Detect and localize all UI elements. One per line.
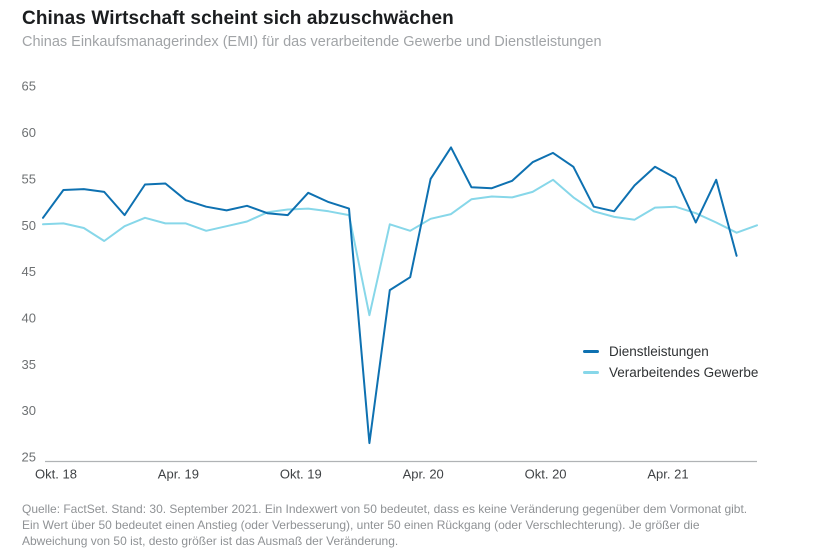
x-axis-tick-label: Okt. 18 (35, 467, 77, 482)
source-note-line-3: Abweichung von 50 ist, desto größer ist … (22, 534, 399, 548)
source-note: Quelle: FactSet. Stand: 30. September 20… (22, 501, 747, 549)
pmi-line-chart: 65 60 55 50 45 40 35 30 25 Okt. 18 Apr. 19 Okt. 19 A… (22, 79, 758, 482)
chart-title: Chinas Wirtschaft scheint sich abzuschwä… (22, 8, 454, 29)
y-axis-tick-label: 30 (22, 403, 36, 418)
legend-item-dienstleistungen: Dienstleistungen (583, 341, 758, 362)
x-axis-tick-label: Apr. 20 (403, 467, 444, 482)
legend-label-dienstleistungen: Dienstleistungen (609, 344, 709, 359)
y-axis-tick-label: 50 (22, 218, 36, 233)
y-axis-tick-label: 25 (22, 450, 36, 465)
source-note-line-2: Ein Wert über 50 bedeutet einen Anstieg … (22, 518, 700, 532)
y-axis-tick-label: 55 (22, 171, 36, 186)
manufacturing-line-swatch (583, 371, 599, 374)
x-axis-tick-label: Apr. 19 (158, 467, 199, 482)
legend-item-verarbeitendes-gewerbe: Verarbeitendes Gewerbe (583, 362, 758, 383)
y-axis-tick-label: 35 (22, 357, 36, 372)
series-line-verarbeitendes-gewerbe (42, 178, 758, 317)
services-line-swatch (583, 350, 599, 353)
y-axis-tick-label: 65 (22, 79, 36, 94)
y-axis-tick-label: 45 (22, 264, 36, 279)
x-axis-tick-label: Okt. 19 (280, 467, 322, 482)
source-note-line-1: Quelle: FactSet. Stand: 30. September 20… (22, 502, 748, 516)
series-line-dienstleistungen (42, 146, 738, 445)
chart-subtitle: Chinas Einkaufsmanagerindex (EMI) für da… (22, 34, 602, 50)
legend-label-verarbeitendes-gewerbe: Verarbeitendes Gewerbe (609, 365, 759, 380)
x-axis-tick-label: Apr. 21 (647, 467, 688, 482)
y-axis-tick-label: 60 (22, 125, 36, 140)
y-axis-tick-label: 40 (22, 310, 36, 325)
x-axis-tick-label: Okt. 20 (525, 467, 567, 482)
chart-legend: Dienstleistungen Verarbeitendes Gewerbe (583, 341, 758, 383)
